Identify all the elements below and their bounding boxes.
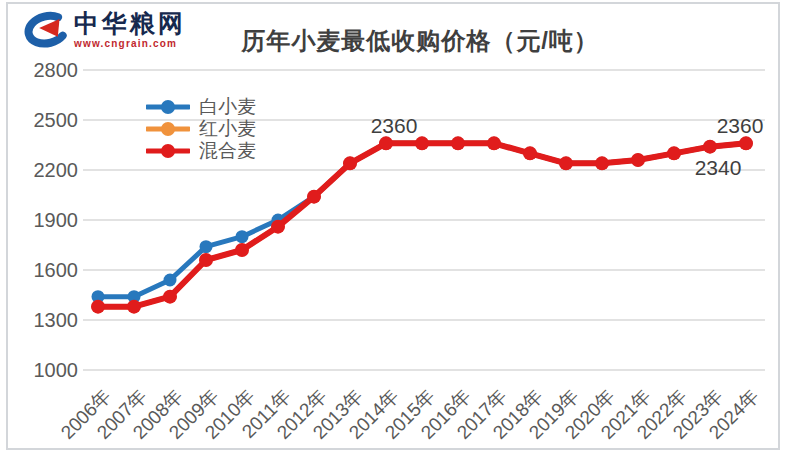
data-point-混合麦 <box>703 140 717 154</box>
annotation-label: 2360 <box>717 114 764 137</box>
data-point-混合麦 <box>271 220 285 234</box>
y-tick-label: 1900 <box>34 209 79 231</box>
data-point-混合麦 <box>235 243 249 257</box>
data-point-混合麦 <box>379 136 393 150</box>
wheat-price-line-chart: 10001300160019002200250028002006年2007年20… <box>0 0 790 462</box>
legend-marker-icon <box>146 99 190 115</box>
legend-item-混合麦: 混合麦 <box>146 140 256 162</box>
data-point-混合麦 <box>127 300 141 314</box>
data-point-混合麦 <box>307 190 321 204</box>
chart-title: 历年小麦最低收购价格（元/吨） <box>120 25 720 57</box>
legend-item-红小麦: 红小麦 <box>146 118 256 140</box>
y-tick-label: 1000 <box>34 359 79 381</box>
data-point-混合麦 <box>415 136 429 150</box>
data-point-混合麦 <box>595 156 609 170</box>
y-tick-label: 1600 <box>34 259 79 281</box>
data-point-白小麦 <box>164 274 177 287</box>
data-point-混合麦 <box>343 156 357 170</box>
chart-canvas: 10001300160019002200250028002006年2007年20… <box>0 0 790 462</box>
legend-marker-icon <box>146 121 190 137</box>
series-line-混合麦 <box>98 143 746 306</box>
chart-legend: 白小麦红小麦混合麦 <box>146 96 256 162</box>
data-point-白小麦 <box>236 230 249 243</box>
cngrain-logo-icon <box>20 11 68 53</box>
data-point-混合麦 <box>163 290 177 304</box>
y-tick-label: 2500 <box>34 109 79 131</box>
legend-marker-icon <box>146 143 190 159</box>
y-tick-label: 1300 <box>34 309 79 331</box>
y-tick-label: 2800 <box>34 59 79 81</box>
data-point-混合麦 <box>91 300 105 314</box>
data-point-混合麦 <box>559 156 573 170</box>
data-point-混合麦 <box>739 136 753 150</box>
annotation-label: 2340 <box>695 156 742 179</box>
data-point-混合麦 <box>451 136 465 150</box>
data-point-混合麦 <box>199 253 213 267</box>
series-line-红小麦 <box>98 143 746 306</box>
y-tick-label: 2200 <box>34 159 79 181</box>
data-point-白小麦 <box>200 240 213 253</box>
data-point-混合麦 <box>667 146 681 160</box>
annotation-label: 2360 <box>371 114 418 137</box>
legend-item-白小麦: 白小麦 <box>146 96 256 118</box>
legend-label: 混合麦 <box>199 138 256 164</box>
data-point-混合麦 <box>487 136 501 150</box>
data-point-混合麦 <box>631 153 645 167</box>
data-point-混合麦 <box>523 146 537 160</box>
